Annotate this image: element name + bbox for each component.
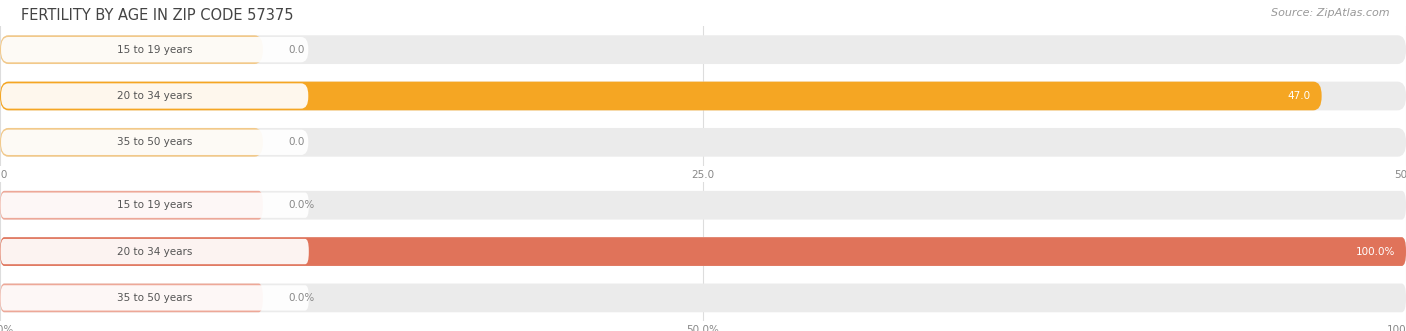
Text: 0.0%: 0.0%	[288, 200, 315, 210]
FancyBboxPatch shape	[0, 284, 1406, 312]
Text: 47.0: 47.0	[1288, 91, 1310, 101]
Text: 0.0: 0.0	[288, 45, 305, 55]
FancyBboxPatch shape	[0, 237, 1406, 266]
FancyBboxPatch shape	[0, 82, 1322, 110]
Text: FERTILITY BY AGE IN ZIP CODE 57375: FERTILITY BY AGE IN ZIP CODE 57375	[21, 8, 294, 23]
Text: 20 to 34 years: 20 to 34 years	[117, 247, 193, 257]
FancyBboxPatch shape	[0, 82, 1406, 110]
FancyBboxPatch shape	[1, 130, 308, 155]
Text: 20 to 34 years: 20 to 34 years	[117, 91, 193, 101]
Text: 0.0%: 0.0%	[288, 293, 315, 303]
FancyBboxPatch shape	[0, 35, 1406, 64]
Text: 15 to 19 years: 15 to 19 years	[117, 45, 193, 55]
FancyBboxPatch shape	[0, 285, 309, 310]
FancyBboxPatch shape	[0, 237, 1406, 266]
FancyBboxPatch shape	[0, 193, 309, 218]
Text: 15 to 19 years: 15 to 19 years	[117, 200, 193, 210]
Text: 100.0%: 100.0%	[1355, 247, 1395, 257]
FancyBboxPatch shape	[0, 128, 263, 157]
FancyBboxPatch shape	[0, 191, 1406, 219]
FancyBboxPatch shape	[1, 37, 308, 62]
Text: 0.0: 0.0	[288, 137, 305, 147]
Text: 35 to 50 years: 35 to 50 years	[117, 137, 193, 147]
Text: Source: ZipAtlas.com: Source: ZipAtlas.com	[1271, 8, 1389, 18]
FancyBboxPatch shape	[0, 128, 1406, 157]
FancyBboxPatch shape	[0, 284, 263, 312]
FancyBboxPatch shape	[0, 35, 263, 64]
FancyBboxPatch shape	[1, 83, 308, 109]
FancyBboxPatch shape	[0, 191, 263, 219]
FancyBboxPatch shape	[0, 239, 309, 264]
Text: 35 to 50 years: 35 to 50 years	[117, 293, 193, 303]
